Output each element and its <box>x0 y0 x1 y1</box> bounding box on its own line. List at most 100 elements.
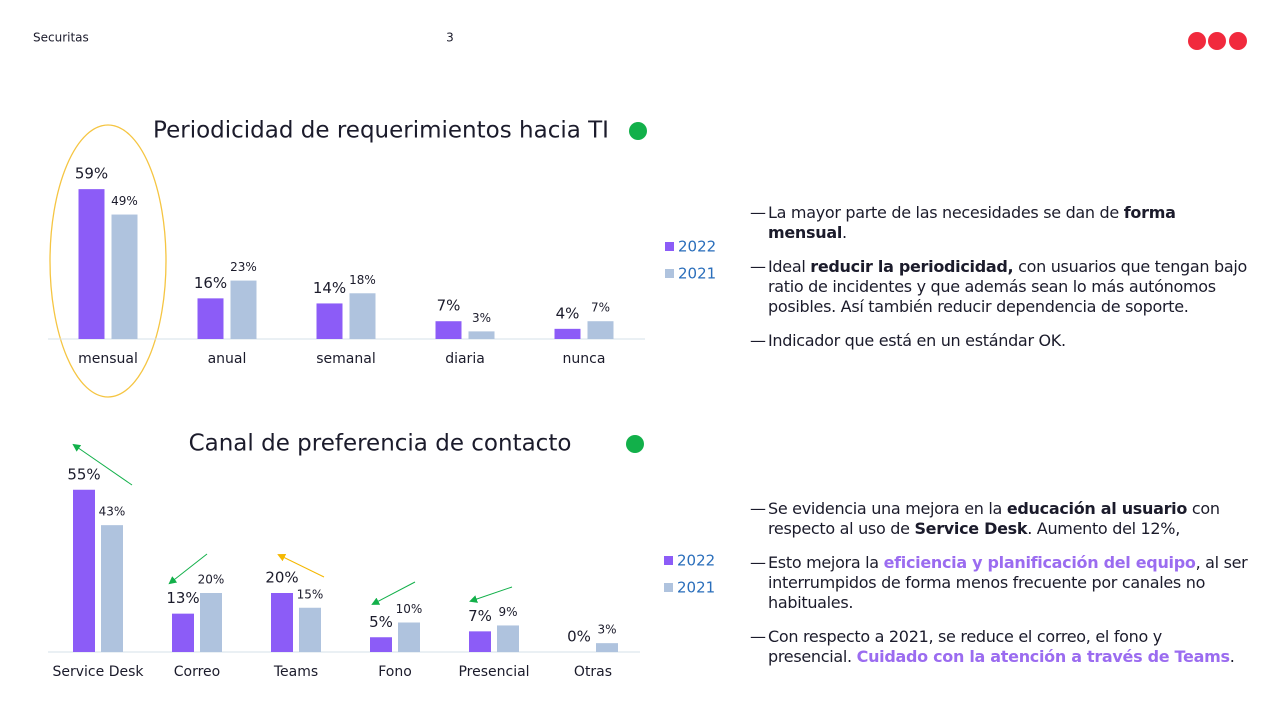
x-tick-label: nunca <box>563 351 606 367</box>
value-label: 49% <box>111 194 138 208</box>
bar <box>468 331 495 339</box>
highlight-ellipse <box>49 124 167 398</box>
value-label: 23% <box>230 260 257 274</box>
x-tick-label: Teams <box>273 664 318 680</box>
value-label: 43% <box>99 505 126 519</box>
note-text: . Aumento del 12%, <box>1027 519 1180 538</box>
note-text: con respecto al uso de <box>768 499 1220 538</box>
note-item: — La mayor parte de las necesidades se da… <box>750 203 1250 243</box>
notes: — Se evidencia una mejora en la educación… <box>750 499 1250 681</box>
note-item: — Indicador que está en un estándar OK. <box>750 331 1250 351</box>
bullet: — <box>750 499 766 518</box>
bar <box>111 214 138 339</box>
note-item: — Con respecto a 2021, se reduce el corre… <box>750 627 1250 667</box>
note-text: Service Desk <box>914 519 1028 538</box>
bar <box>554 328 581 339</box>
legend-swatch <box>664 556 673 565</box>
value-label: 20% <box>198 573 225 587</box>
value-label: 3% <box>597 623 616 637</box>
bar <box>316 303 343 339</box>
bar <box>497 625 519 652</box>
note-text: La mayor parte de las necesidades se dan… <box>768 203 1124 222</box>
value-label: 16% <box>194 274 227 292</box>
legend-label: 2021 <box>677 579 715 597</box>
chart-title: Canal de preferencia de contacto <box>189 431 572 457</box>
brand: Securitas <box>33 31 89 45</box>
logo-dot <box>1208 32 1226 50</box>
bar <box>78 189 105 339</box>
value-label: 14% <box>313 279 346 297</box>
bar <box>299 607 321 652</box>
bar <box>349 293 376 339</box>
bar <box>197 298 224 339</box>
arrow <box>168 553 208 585</box>
value-label: 4% <box>556 304 580 322</box>
logo-dot <box>1188 32 1206 50</box>
note-text: Esto mejora la <box>768 553 884 572</box>
bar <box>200 593 222 652</box>
value-label: 7% <box>468 607 492 625</box>
legend-label: 2021 <box>678 265 716 283</box>
trend-arrows <box>72 443 513 605</box>
value-label: 59% <box>75 165 108 183</box>
arrow <box>72 443 133 486</box>
bar <box>398 622 420 652</box>
legend-label: 2022 <box>678 238 716 256</box>
x-tick-label: semanal <box>316 351 375 367</box>
legend-swatch <box>665 242 674 251</box>
bullet: — <box>750 553 766 572</box>
bullet: — <box>750 257 766 276</box>
x-tick-label: diaria <box>445 351 485 367</box>
bar <box>596 643 618 652</box>
arrow <box>277 554 325 578</box>
value-label: 0% <box>567 628 591 646</box>
bullet: — <box>750 331 766 350</box>
value-label: 7% <box>591 301 610 315</box>
x-tick-label: Fono <box>378 664 412 680</box>
x-tick-label: anual <box>208 351 247 367</box>
arrow <box>371 581 416 605</box>
value-label: 55% <box>67 465 100 483</box>
status-dot <box>629 122 647 140</box>
note-text: eficiencia y planificación del equipo <box>883 553 1196 572</box>
notes: — La mayor parte de las necesidades se da… <box>750 203 1250 365</box>
x-tick-label: Otras <box>574 664 612 680</box>
x-tick-label: Correo <box>174 664 220 680</box>
value-label: 7% <box>437 297 461 315</box>
note-text: Cuidado con la atención a través de Team… <box>856 647 1230 666</box>
value-label: 9% <box>498 605 517 619</box>
bar <box>172 613 194 652</box>
note-text: educación al usuario <box>1006 499 1188 518</box>
note-item: — Esto mejora la eficiencia y planificaci… <box>750 553 1250 613</box>
legend-swatch <box>665 269 674 278</box>
note-text: , al ser interrumpidos de forma menos fr… <box>768 553 1248 612</box>
note-text: Ideal <box>768 257 811 276</box>
note-text: . <box>842 223 847 242</box>
bar <box>73 489 95 652</box>
note-item: — Se evidencia una mejora en la educación… <box>750 499 1250 539</box>
note-text: Se evidencia una mejora en la <box>768 499 1007 518</box>
bullet: — <box>750 203 766 222</box>
value-label: 15% <box>297 587 324 601</box>
value-label: 20% <box>265 569 298 587</box>
note-text: Indicador que está en un estándar OK. <box>768 331 1066 350</box>
note-text: Con respecto a 2021, se reduce el correo… <box>768 627 1162 666</box>
arrow <box>469 586 513 603</box>
page-number: 3 <box>446 31 454 45</box>
status-dot <box>626 435 644 453</box>
x-tick-label: Service Desk <box>53 664 145 680</box>
bar <box>230 280 257 339</box>
bar <box>370 637 392 652</box>
x-tick-label: Presencial <box>458 664 529 680</box>
bullet: — <box>750 627 766 646</box>
chart-title: Periodicidad de requerimientos hacia TI <box>153 118 609 144</box>
value-label: 18% <box>349 273 376 287</box>
logo-dot <box>1229 32 1247 50</box>
bar <box>271 593 293 652</box>
bar <box>101 525 123 652</box>
value-label: 3% <box>472 311 491 325</box>
legend-label: 2022 <box>677 552 715 570</box>
value-label: 5% <box>369 613 393 631</box>
